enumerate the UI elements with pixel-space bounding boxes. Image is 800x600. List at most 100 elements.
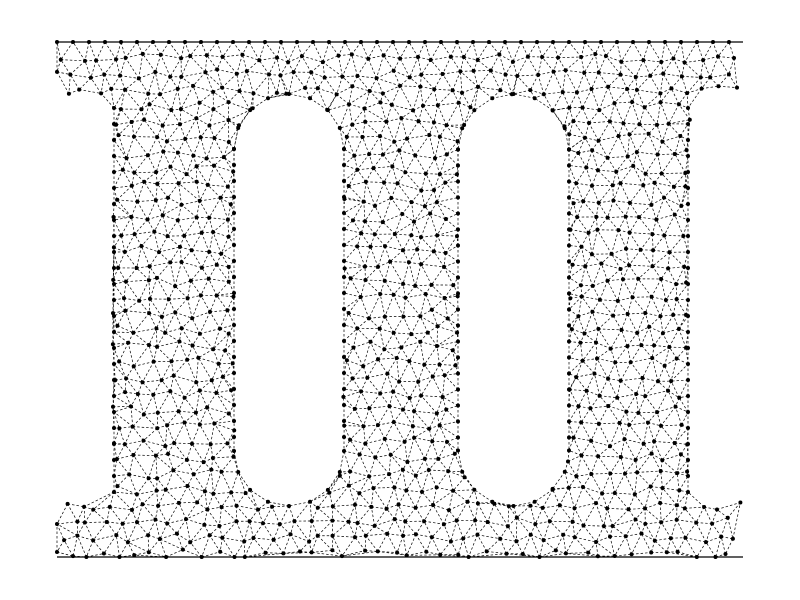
mesh-edge: [336, 85, 353, 95]
mesh-edge: [639, 107, 645, 125]
mesh-edge: [611, 253, 621, 270]
mesh-node: [636, 276, 641, 281]
mesh-edge: [343, 328, 358, 342]
mesh-node: [142, 117, 147, 122]
mesh-edge: [599, 395, 618, 399]
mesh-edge: [570, 229, 589, 234]
mesh-edge: [651, 441, 655, 454]
mesh-edge: [184, 381, 197, 398]
mesh-node: [567, 259, 571, 264]
mesh-edge: [177, 85, 194, 90]
mesh-node: [204, 53, 209, 58]
mesh-edge: [513, 501, 535, 507]
mesh-edge: [623, 122, 640, 125]
mesh-edge: [680, 123, 689, 137]
mesh-node: [358, 295, 363, 299]
mesh-node: [695, 40, 699, 44]
mesh-node: [686, 314, 690, 318]
mesh-edge: [131, 181, 145, 187]
mesh-edge: [644, 381, 659, 397]
mesh-node: [342, 147, 346, 151]
mesh-edge: [368, 135, 381, 155]
mesh-edge: [156, 469, 174, 479]
mesh-edge: [192, 311, 211, 319]
mesh-edge: [179, 246, 182, 263]
mesh-edge: [581, 232, 589, 247]
mesh-node: [94, 58, 99, 63]
mesh-edge: [617, 393, 637, 399]
mesh-edge: [138, 78, 149, 94]
mesh-edge: [656, 406, 676, 413]
mesh-edge: [123, 298, 126, 311]
mesh-node: [204, 156, 209, 161]
mesh-edge: [207, 184, 221, 199]
mesh-node: [649, 451, 654, 456]
mesh-edge: [346, 360, 353, 379]
mesh-edge: [670, 519, 678, 539]
mesh-edge: [280, 71, 294, 76]
mesh-edge: [448, 509, 457, 521]
mesh-node: [403, 170, 408, 175]
mesh-edge: [404, 441, 408, 462]
mesh-node: [446, 508, 451, 513]
mesh-edge: [720, 517, 729, 537]
mesh-node: [568, 296, 573, 301]
mesh-edge: [397, 183, 412, 203]
mesh-edge: [660, 73, 664, 94]
mesh-node: [155, 135, 160, 140]
mesh-edge: [230, 492, 237, 506]
mesh-edge: [384, 245, 391, 262]
mesh-node: [711, 40, 715, 44]
mesh-edge: [357, 522, 375, 527]
mesh-edge: [363, 358, 379, 367]
mesh-edge: [578, 311, 593, 317]
mesh-edge: [634, 486, 651, 495]
mesh-node: [471, 68, 476, 73]
mesh-edge: [446, 141, 458, 155]
mesh-edge: [327, 103, 350, 111]
mesh-node: [274, 90, 279, 95]
mesh-edge: [220, 197, 231, 205]
mesh-edge: [448, 501, 468, 511]
mesh-edge: [142, 53, 156, 73]
mesh-edge: [204, 491, 208, 510]
mesh-edge: [191, 249, 210, 253]
mesh-edge: [412, 411, 415, 427]
mesh-edge: [607, 156, 628, 159]
mesh-node: [325, 108, 330, 113]
mesh-node: [429, 535, 434, 540]
mesh-edge: [598, 140, 608, 158]
mesh-edge: [362, 135, 381, 138]
mesh-edge: [534, 97, 553, 111]
mesh-node: [434, 485, 439, 490]
mesh-node: [232, 195, 236, 199]
mesh-edge: [181, 76, 194, 87]
mesh-edge: [640, 326, 650, 346]
mesh-node: [561, 532, 566, 537]
mesh-edge: [624, 438, 644, 445]
mesh-node: [390, 164, 395, 169]
mesh-edge: [84, 41, 90, 61]
mesh-edge: [601, 473, 611, 494]
mesh-edge: [402, 201, 412, 215]
mesh-edge: [505, 61, 514, 75]
mesh-edge: [576, 216, 589, 233]
mesh-node: [348, 276, 353, 281]
mesh-edge: [343, 360, 348, 374]
mesh-node: [683, 535, 688, 540]
mesh-edge: [576, 72, 585, 93]
mesh-node: [593, 52, 598, 56]
mesh-edge: [185, 518, 205, 526]
mesh-node: [574, 474, 579, 479]
mesh-node: [155, 181, 160, 186]
mesh-edge: [437, 105, 447, 126]
mesh-edge: [184, 397, 197, 413]
mesh-edge: [106, 521, 123, 525]
mesh-edge: [552, 110, 566, 129]
mesh-edge: [420, 190, 426, 207]
mesh-edge: [143, 440, 157, 456]
mesh-node: [647, 324, 652, 329]
mesh-edge: [601, 253, 612, 264]
mesh-edge: [267, 93, 290, 99]
mesh-edge: [358, 476, 370, 494]
